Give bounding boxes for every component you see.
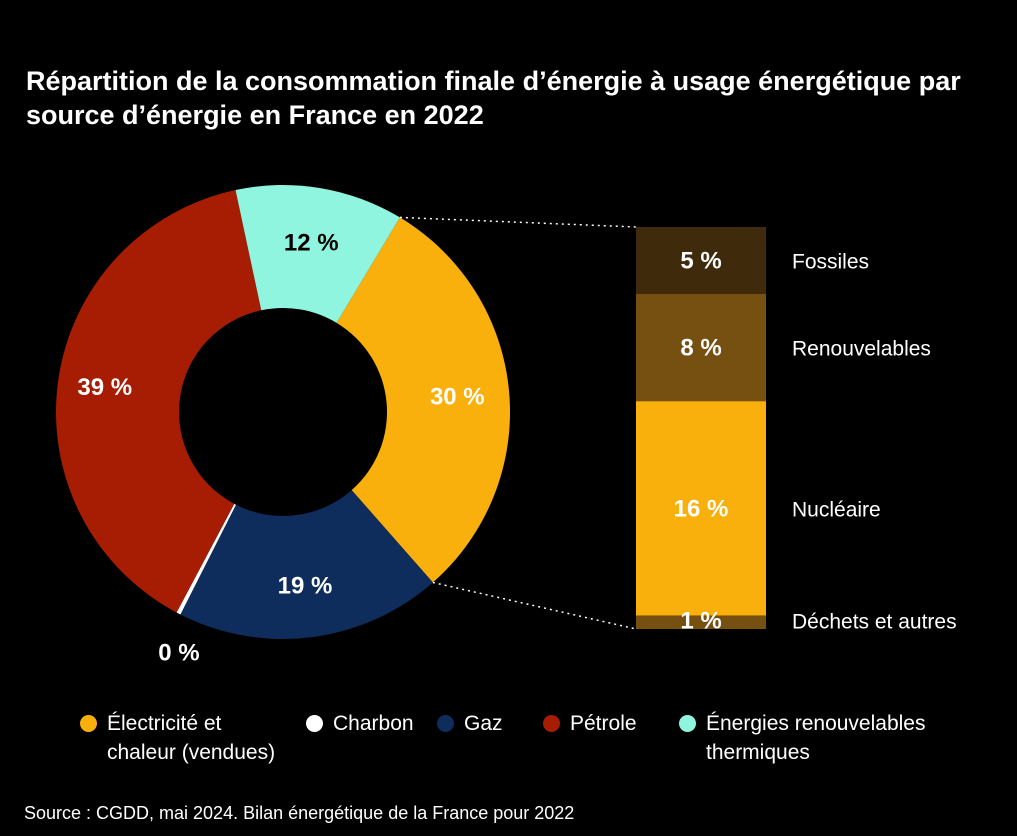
legend-swatch-enr: [679, 715, 696, 732]
connector-top: [399, 216, 637, 228]
donut-label-electricite: 30 %: [430, 383, 485, 410]
legend-label-enr: Énergies renouvelables thermiques: [706, 709, 925, 767]
donut-slice-petrole: [55, 190, 262, 613]
chart-title: Répartition de la consommation finale d’…: [26, 66, 961, 130]
legend-item-electricite: Électricité et chaleur (vendues): [80, 709, 280, 767]
legend-item-gaz: Gaz: [437, 709, 517, 767]
legend-swatch-gaz: [437, 715, 454, 732]
legend-swatch-petrole: [543, 715, 560, 732]
donut-label-petrole: 39 %: [77, 374, 132, 401]
legend-label-electricite: Électricité et chaleur (vendues): [107, 709, 275, 767]
stack-label-fossiles: Fossiles: [792, 251, 869, 274]
legend-item-petrole: Pétrole: [543, 709, 653, 767]
legend-label-line: Électricité et: [107, 712, 222, 735]
source-note: Source : CGDD, mai 2024. Bilan énergétiq…: [24, 803, 575, 823]
legend-label-line: chaleur (vendues): [107, 741, 276, 764]
legend: Électricité et chaleur (vendues) Charbon…: [80, 709, 965, 767]
donut-slice-electricite: [336, 217, 510, 583]
stack-label-nucleaire: Nucléaire: [792, 498, 881, 521]
legend-swatch-charbon: [306, 715, 323, 732]
stack-value-dechets: 1 %: [680, 607, 721, 634]
legend-swatch-electricite: [80, 715, 97, 732]
stacked-bar: 5 % Fossiles 8 % Renouvelables 16 % Nucléaire…: [636, 227, 957, 634]
stack-segment-renouvelables: [636, 294, 766, 402]
stack-label-dechets: Déchets et autres: [792, 610, 957, 633]
stack-segment-fossiles: [636, 227, 766, 294]
stack-segment-dechets: [636, 615, 766, 629]
donut-label-gaz: 19 %: [278, 573, 333, 600]
chart-area: 30 % 19 % 0 % 39 % 12 % 5 % Fossiles 8 % Renouv…: [55, 185, 957, 666]
stack-segment-nucleaire: [636, 401, 766, 616]
donut-chart: 30 % 19 % 0 % 39 % 12 %: [55, 185, 510, 666]
legend-label-gaz: Gaz: [464, 712, 503, 735]
stack-label-renouvelables: Renouvelables: [792, 338, 931, 361]
legend-item-charbon: Charbon: [306, 709, 414, 767]
legend-label-charbon: Charbon: [333, 712, 414, 735]
legend-label-line: Énergies renouvelables: [706, 712, 926, 735]
stack-value-fossiles: 5 %: [680, 248, 721, 275]
stack-value-nucleaire: 16 %: [674, 495, 729, 522]
connector-bottom: [432, 581, 637, 630]
donut-slice-charbon: [176, 503, 236, 615]
donut-slice-gaz: [180, 490, 433, 639]
donut-slice-enr: [235, 185, 400, 323]
donut-label-charbon: 0 %: [158, 639, 199, 666]
stack-value-renouvelables: 8 %: [680, 335, 721, 362]
legend-label-line: thermiques: [706, 741, 810, 764]
legend-item-enr: Énergies renouvelables thermiques: [679, 709, 939, 767]
legend-label-petrole: Pétrole: [570, 712, 637, 735]
donut-label-enr: 12 %: [284, 229, 339, 256]
